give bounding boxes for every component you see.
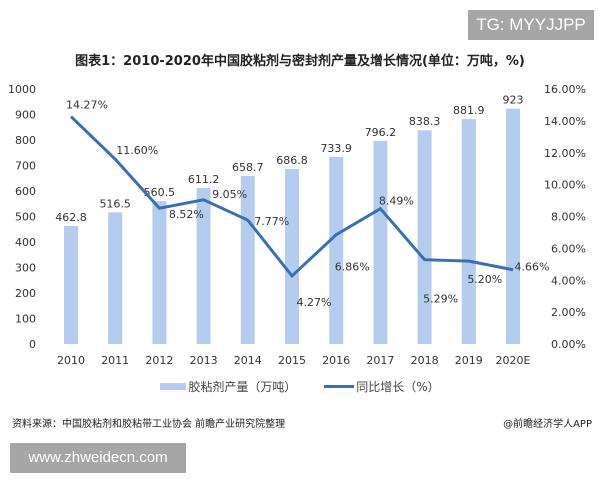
- bar: [240, 176, 255, 344]
- bar: [108, 212, 123, 344]
- bar-label: 796.2: [365, 126, 397, 139]
- bar: [285, 168, 299, 344]
- bar-label: 658.7: [232, 161, 264, 174]
- left-axis-tick: 600: [15, 185, 36, 198]
- bar: [506, 108, 520, 344]
- right-axis-tick: 2.00%: [551, 306, 586, 319]
- bar-label: 560.5: [144, 186, 176, 199]
- x-axis-tick: 2016: [322, 354, 350, 367]
- bar: [373, 140, 388, 344]
- right-axis-tick: 8.00%: [551, 211, 586, 224]
- x-axis-tick: 2020E: [496, 354, 531, 367]
- bar-label: 733.9: [320, 142, 352, 155]
- line-label: 8.49%: [379, 195, 414, 208]
- bar: [461, 119, 476, 344]
- bar: [196, 188, 211, 344]
- line-label: 7.77%: [254, 215, 289, 228]
- x-axis-tick: 2015: [278, 354, 306, 367]
- bar: [152, 201, 167, 344]
- right-axis-tick: 0.00%: [551, 338, 586, 351]
- legend-line-label: 同比增长（%）: [356, 380, 440, 394]
- line-label: 5.29%: [423, 293, 458, 306]
- line-label: 8.52%: [169, 208, 204, 221]
- left-axis-tick: 100: [15, 313, 36, 326]
- line-label: 11.60%: [116, 144, 158, 157]
- credit: @前瞻经济学人APP: [503, 419, 592, 430]
- bar-label: 686.8: [276, 154, 308, 167]
- bar-label: 923: [503, 94, 524, 107]
- right-axis-tick: 14.00%: [544, 115, 586, 128]
- x-axis-tick: 2010: [57, 354, 85, 367]
- right-axis-tick: 4.00%: [551, 274, 586, 287]
- right-axis-tick: 16.00%: [544, 83, 586, 96]
- right-axis-tick: 10.00%: [544, 179, 586, 192]
- right-axis-tick: 6.00%: [551, 242, 586, 255]
- line-label: 5.20%: [467, 273, 502, 286]
- chart-title: 图表1：2010-2020年中国胶粘剂与密封剂产量及增长情况(单位：万吨，%): [75, 54, 525, 69]
- bar-label: 611.2: [188, 173, 220, 186]
- left-axis-tick: 500: [15, 211, 36, 224]
- bar: [64, 225, 78, 344]
- left-axis-tick: 200: [15, 287, 36, 300]
- bar: [329, 156, 344, 344]
- source-note: 资料来源：中国胶粘剂和胶粘带工业协会 前瞻产业研究院整理: [12, 419, 286, 430]
- x-axis-tick: 2019: [455, 354, 483, 367]
- left-axis-tick: 400: [15, 236, 36, 249]
- chart-area: 0 100 200 300 400 500 600 700 800 900 1000 0.00% 2.0…: [8, 83, 586, 367]
- bar-label: 516.5: [99, 197, 131, 210]
- legend-bar-label: 胶粘剂产量（万吨）: [188, 380, 297, 394]
- x-axis-tick: 2013: [190, 354, 218, 367]
- right-axis-tick: 12.00%: [544, 147, 586, 160]
- line-label: 4.27%: [297, 296, 332, 309]
- x-axis-tick: 2011: [101, 354, 129, 367]
- watermark-top: TG: MYYJJPP: [468, 10, 594, 40]
- line-label: 14.27%: [66, 99, 108, 112]
- legend-line-swatch: [324, 385, 355, 388]
- growth-line: [69, 115, 514, 279]
- x-axis-tick: 2017: [366, 354, 394, 367]
- left-axis-tick: 1000: [8, 83, 36, 96]
- line-label: 4.66%: [515, 261, 550, 274]
- x-axis-tick: 2018: [411, 354, 439, 367]
- legend: 胶粘剂产量（万吨） 同比增长（%）: [0, 378, 600, 395]
- bar: [417, 130, 432, 344]
- left-axis-tick: 800: [15, 134, 36, 147]
- watermark-bottom: www.zhweidecn.com: [10, 443, 186, 473]
- line-label: 6.86%: [335, 261, 370, 274]
- bar-label: 462.8: [55, 211, 87, 224]
- left-axis-tick: 900: [15, 109, 36, 122]
- left-axis-tick: 300: [15, 262, 36, 275]
- line-label: 9.05%: [212, 188, 247, 201]
- left-axis-tick: 0: [29, 338, 36, 351]
- bar-label: 881.9: [453, 104, 485, 117]
- x-axis-tick: 2012: [145, 354, 173, 367]
- left-axis-tick: 700: [15, 160, 36, 173]
- bar-label: 838.3: [409, 115, 441, 128]
- legend-bar-swatch: [160, 383, 187, 390]
- x-axis-tick: 2014: [234, 354, 262, 367]
